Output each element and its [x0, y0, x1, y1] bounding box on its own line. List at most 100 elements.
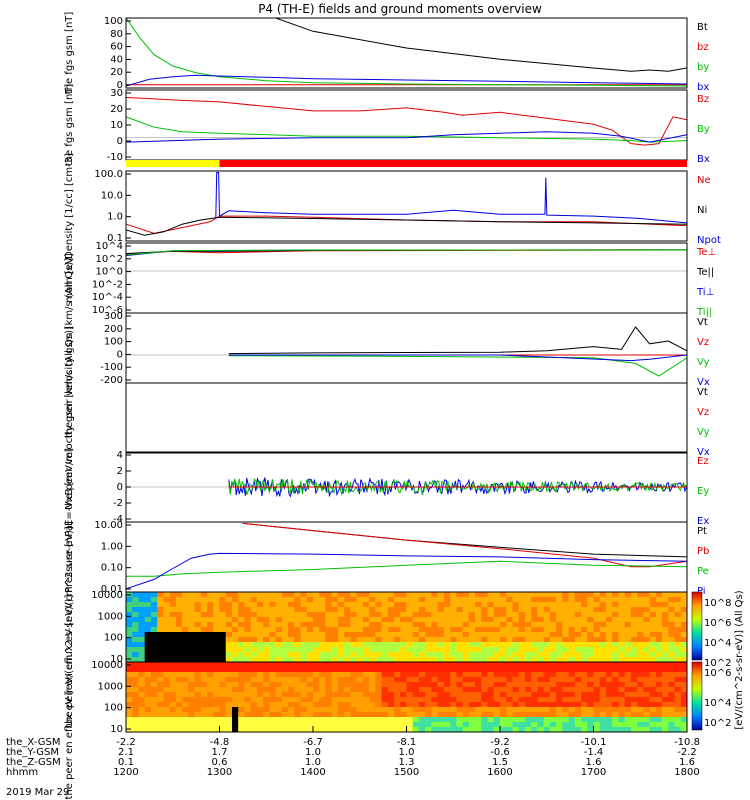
- spectrogram-cell: [649, 617, 657, 623]
- spectrogram-cell: [655, 707, 663, 713]
- spectrogram-cell: [288, 722, 295, 728]
- spectrogram-cell: [443, 622, 451, 628]
- spectrogram-cell: [331, 662, 339, 668]
- spectrogram-cell: [337, 632, 345, 638]
- spectrogram-cell: [574, 592, 582, 598]
- spectrogram-cell: [244, 672, 252, 678]
- spectrogram-cell: [462, 602, 470, 608]
- spectrogram-cell: [369, 727, 376, 732]
- spectrogram-cell: [132, 722, 139, 728]
- spectrogram-cell: [468, 667, 476, 673]
- spectrogram-cell: [562, 622, 570, 628]
- spectrogram-cell: [369, 677, 376, 683]
- spectrogram-cell: [549, 677, 557, 683]
- spectrogram-cell: [182, 672, 189, 678]
- spectrogram-cell: [281, 692, 289, 698]
- spectrogram-cell: [643, 697, 651, 703]
- spectrogram-cell: [431, 627, 439, 633]
- spectrogram-cell: [269, 592, 277, 598]
- spectrogram-cell: [500, 667, 507, 673]
- spectrogram-cell: [132, 712, 139, 718]
- spectrogram-cell: [231, 597, 239, 603]
- spectrogram-cell: [668, 647, 676, 653]
- spectrogram-cell: [313, 657, 320, 662]
- spectrogram-cell: [256, 687, 264, 693]
- spectrogram-cell: [456, 662, 464, 668]
- spectrogram-cell: [356, 667, 364, 673]
- spectrogram-cell: [618, 622, 626, 628]
- spectrogram-cell: [281, 617, 289, 623]
- spectrogram-cell: [400, 602, 407, 608]
- spectrogram-cell: [524, 607, 532, 613]
- spectrogram-cell: [219, 622, 227, 628]
- spectrogram-cell: [126, 627, 133, 633]
- spectrogram-cell: [169, 632, 177, 638]
- spectrogram-cell: [549, 722, 557, 728]
- spectrogram-cell: [356, 692, 364, 698]
- spectrogram-cell: [138, 592, 146, 598]
- spectrogram-cell: [418, 717, 426, 723]
- spectrogram-cell: [319, 722, 326, 728]
- spectrogram-cell: [549, 602, 557, 608]
- spectrogram-cell: [306, 617, 314, 623]
- spectrogram-cell: [487, 602, 495, 608]
- spectrogram-cell: [443, 712, 451, 718]
- spectrogram-cell: [680, 627, 687, 633]
- spectrogram-cell: [275, 662, 283, 668]
- spectrogram-cell: [655, 597, 663, 603]
- spectrogram-cell: [624, 702, 632, 708]
- spectrogram-cell: [250, 712, 258, 718]
- spectrogram-cell: [394, 647, 401, 653]
- spectrogram-cell: [225, 722, 233, 728]
- spectrogram-cell: [425, 687, 432, 693]
- y-axis-label: Density [1/cc] [cm-3]: [64, 153, 75, 259]
- spectrogram-cell: [512, 712, 520, 718]
- spectrogram-cell: [562, 612, 570, 618]
- spectrogram-cell: [624, 627, 632, 633]
- spectrogram-cell: [643, 607, 651, 613]
- spectrogram-cell: [213, 722, 220, 728]
- spectrogram-cell: [524, 627, 532, 633]
- spectrogram-cell: [412, 717, 420, 723]
- spectrogram-cell: [662, 657, 669, 662]
- spectrogram-cell: [431, 602, 439, 608]
- spectrogram-cell: [543, 682, 551, 688]
- spectrogram-cell: [462, 652, 470, 658]
- spectrogram-cell: [587, 722, 594, 728]
- spectrogram-cell: [325, 717, 333, 723]
- spectrogram-cell: [418, 637, 426, 643]
- spectrogram-cell: [200, 667, 208, 673]
- spectrogram-cell: [581, 677, 588, 683]
- spectrogram-cell: [556, 662, 563, 668]
- spectrogram-cell: [593, 597, 601, 603]
- spectrogram-cell: [400, 617, 407, 623]
- spectrogram-cell: [456, 722, 464, 728]
- spectrogram-cell: [288, 627, 295, 633]
- spectrogram-cell: [481, 682, 489, 688]
- spectrogram-cell: [450, 612, 457, 618]
- spectrogram-cell: [275, 717, 283, 723]
- spectrogram-cell: [506, 642, 513, 648]
- spectrogram-cell: [605, 607, 613, 613]
- spectrogram-cell: [431, 697, 439, 703]
- spectrogram-cell: [169, 687, 177, 693]
- spectrogram-cell: [238, 702, 245, 708]
- spectrogram-cell: [443, 687, 451, 693]
- spectrogram-cell: [462, 647, 470, 653]
- spectrogram-cell: [281, 612, 289, 618]
- spectrogram-cell: [556, 682, 563, 688]
- spectrogram-cell: [213, 612, 220, 618]
- spectrogram-cell: [356, 672, 364, 678]
- spectrogram-cell: [362, 677, 370, 683]
- spectrogram-cell: [605, 727, 613, 732]
- spectrogram-cell: [655, 642, 663, 648]
- annotation-value: 1300: [207, 767, 232, 778]
- spectrogram-cell: [213, 662, 220, 668]
- spectrogram-cell: [331, 637, 339, 643]
- spectrogram-cell: [231, 682, 239, 688]
- spectrogram-cell: [493, 632, 501, 638]
- spectrogram-cell: [344, 612, 351, 618]
- spectrogram-cell: [624, 617, 632, 623]
